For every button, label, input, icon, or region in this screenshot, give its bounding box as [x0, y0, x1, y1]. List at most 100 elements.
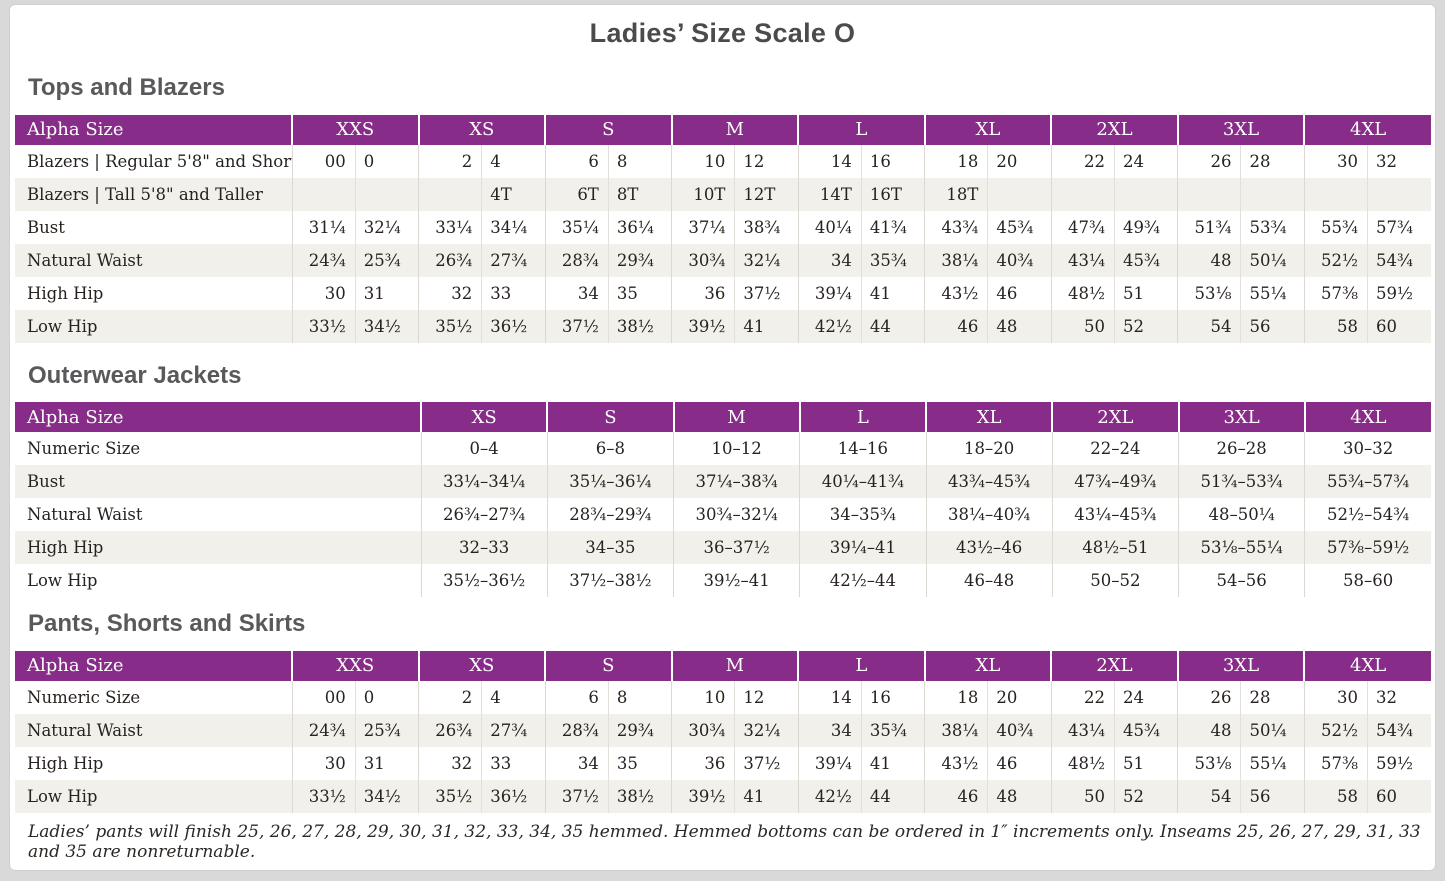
size-value-cell: 48: [1177, 243, 1241, 277]
size-value-cell: 32–33: [420, 531, 548, 565]
size-value-cell: 57⅜: [1303, 746, 1368, 780]
size-value-cell: 28: [1240, 680, 1305, 714]
size-value-cell: 28¾: [544, 713, 609, 747]
section-tops-and-blazers: Tops and Blazers Alpha Size XXS XS S M L XL 2XL…: [10, 74, 1435, 343]
size-column-header: 2XL: [1050, 650, 1178, 681]
row-label: Natural Waist: [15, 243, 292, 277]
size-value-cell: 6T: [544, 177, 609, 211]
outerwear-jackets-table-container: Alpha Size XS S M L XL 2XL 3XL 4XL Numeric Size 0–…: [15, 402, 1435, 598]
size-value-cell: 33¼–34¼: [420, 465, 548, 499]
size-value-cell: 14: [797, 144, 862, 178]
size-value-cell: 33¼: [418, 210, 482, 244]
size-value-cell: 36: [671, 746, 735, 780]
size-value-cell: 43¼: [1050, 713, 1115, 747]
row-label: High Hip: [27, 753, 104, 773]
size-value-cell: 38½: [607, 779, 672, 813]
size-value-cell: [1050, 177, 1115, 211]
size-column-header: XS: [417, 114, 546, 145]
size-column-header: XXS: [291, 650, 419, 681]
size-value-cell: 34: [544, 746, 609, 780]
row-label: Blazers | Tall 5'8" and Taller: [15, 177, 292, 211]
size-value-cell: 58–60: [1304, 564, 1431, 598]
size-value-cell: 40¾: [987, 713, 1052, 747]
size-value-cell: 33: [481, 276, 546, 310]
size-value-cell: 54: [1177, 309, 1241, 343]
size-value-cell: 43½: [924, 276, 988, 310]
section-outerwear-jackets: Outerwear Jackets Alpha Size XS S M L XL 2XL 3X…: [10, 362, 1435, 598]
size-value-cell: 18: [924, 680, 988, 714]
size-value-cell: 40¼–41¾: [799, 465, 926, 499]
row-label: Low Hip: [27, 571, 98, 591]
size-value-cell: 59½: [1367, 276, 1431, 310]
table-row: Blazers | Tall 5'8" and Taller 4T 6T 8T 10T 1…: [15, 177, 1431, 211]
size-value-cell: 00: [291, 680, 356, 714]
table-row: Numeric Size 0–4 6–8 10–12 14–16 18–20 22–24 26…: [15, 432, 1431, 466]
page-title: Ladies’ Size Scale O: [589, 18, 856, 48]
size-value-cell: 30: [1303, 680, 1368, 714]
size-value-cell: 22: [1050, 144, 1115, 178]
size-value-cell: 51¾: [1177, 210, 1241, 244]
size-column-header: 3XL: [1177, 402, 1305, 433]
size-value-cell: 37½: [544, 309, 609, 343]
size-value-cell: 39½–41: [672, 564, 800, 598]
size-column-header: 4XL: [1303, 402, 1431, 433]
size-column-header: XL: [923, 114, 1052, 145]
size-column-header: XL: [924, 402, 1053, 433]
size-value-cell: 16: [860, 680, 925, 714]
size-column-header: 2XL: [1050, 114, 1178, 145]
size-table: Alpha Size XXS XS S M L XL 2XL 3XL 4XL Blazers | R…: [15, 114, 1431, 343]
size-value-cell: 54–56: [1177, 564, 1305, 598]
size-value-cell: 43¾: [924, 210, 988, 244]
size-value-cell: 53⅛: [1177, 276, 1241, 310]
size-value-cell: 26¾: [418, 713, 482, 747]
size-column-header: XS: [419, 402, 548, 433]
size-value-cell: 55¾–57¾: [1304, 465, 1431, 499]
size-value-cell: 49¾: [1113, 210, 1178, 244]
size-value-cell: 39¼: [797, 276, 862, 310]
size-value-cell: 34: [797, 243, 862, 277]
size-value-cell: 30¾–32¼: [672, 498, 800, 532]
table-row: Natural Waist 24¾ 25¾ 26¾ 27¾ 28¾ 29¾ 30¾ 32¼ 34 3…: [15, 243, 1431, 277]
size-value-cell: 37¼–38¾: [672, 465, 800, 499]
size-value-cell: 14T: [797, 177, 862, 211]
pants-shorts-skirts-table-container: Alpha Size XXS XS S M L XL 2XL 3XL 4XL Numeric Siz…: [15, 650, 1435, 813]
row-label: High Hip: [15, 531, 421, 565]
size-value-cell: 8: [607, 144, 672, 178]
size-value-cell: 0: [354, 144, 419, 178]
size-value-cell: 18T: [924, 177, 988, 211]
size-value-cell: 52½–54¾: [1304, 498, 1431, 532]
size-value-cell: 4: [481, 680, 546, 714]
size-column-header: 3XL: [1176, 114, 1305, 145]
table-row: High Hip 30 31 32 33 34 35 36 37½ 39¼ 41 43½ 46 48½ 51…: [15, 276, 1431, 310]
size-value-cell: 40¾: [987, 243, 1052, 277]
size-value-cell: 33½: [291, 309, 356, 343]
size-value-cell: 47¾: [1050, 210, 1115, 244]
size-value-cell: [1177, 177, 1241, 211]
table-row: High Hip 32–33 34–35 36–37½ 39¼–41 43½–46 48½–…: [15, 531, 1431, 565]
size-value-cell: 50¼: [1240, 243, 1305, 277]
row-label: Natural Waist: [15, 713, 292, 747]
table-row: Numeric Size 00 0 2 4 6 8 10 12 14 16 18 20 22 24 26 28 3…: [15, 680, 1431, 714]
size-value-cell: 35: [607, 276, 672, 310]
size-value-cell: 10: [671, 144, 735, 178]
size-column-header: M: [670, 650, 799, 681]
header-row: Alpha Size XS S M L XL 2XL 3XL 4XL: [15, 402, 1431, 433]
size-value-cell: 30: [291, 746, 356, 780]
header-row: Alpha Size XXS XS S M L XL 2XL 3XL 4XL: [15, 114, 1431, 145]
size-column-header: XL: [923, 650, 1052, 681]
size-value-cell: 54¾: [1367, 713, 1431, 747]
size-value-cell: 50: [1050, 309, 1115, 343]
row-label: Low Hip: [15, 779, 292, 813]
size-value-cell: [418, 177, 482, 211]
size-value-cell: 29¾: [607, 713, 672, 747]
size-value-cell: 45¾: [1113, 243, 1178, 277]
size-value-cell: 40¼: [797, 210, 862, 244]
footnote: Ladies’ pants will finish 25, 26, 27, 28…: [28, 821, 1421, 862]
table-row: Low Hip 33½ 34½ 35½ 36½ 37½ 38½ 39½ 41 42½ 44 46 48 5…: [15, 309, 1431, 343]
size-value-cell: 30–32: [1304, 432, 1431, 466]
size-value-cell: 34½: [354, 779, 419, 813]
size-value-cell: 43¾–45¾: [925, 465, 1053, 499]
row-label: Blazers | Regular 5'8" and Shorter: [27, 151, 292, 171]
size-value-cell: 26: [1177, 144, 1241, 178]
size-value-cell: 34: [544, 276, 609, 310]
